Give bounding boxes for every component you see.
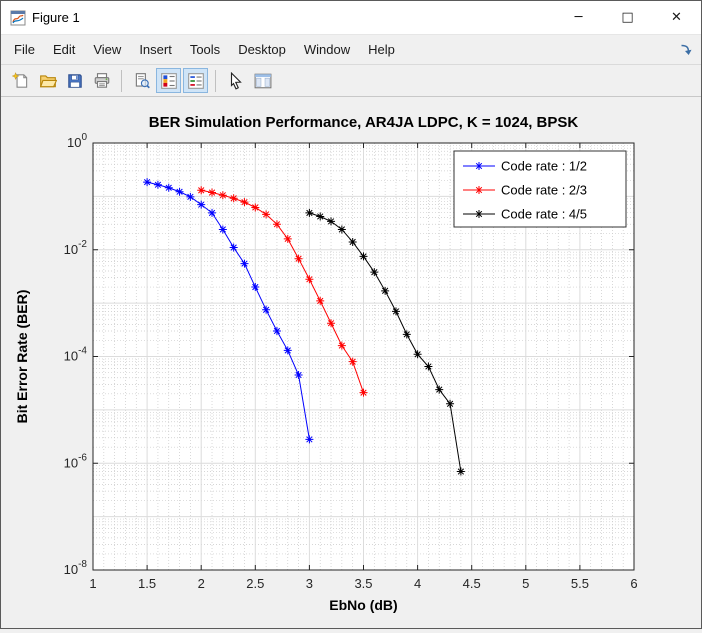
series-0 xyxy=(143,178,314,444)
menu-bar: File Edit View Insert Tools Desktop Wind… xyxy=(1,34,701,64)
legend-marker-2 xyxy=(475,210,483,218)
series-2 xyxy=(305,208,465,476)
dock-figure-icon[interactable] xyxy=(679,43,693,57)
new-figure-icon xyxy=(11,71,27,88)
edit-plot-button[interactable] xyxy=(223,68,248,93)
svg-text:3: 3 xyxy=(306,576,313,591)
series-2-markers xyxy=(305,208,465,476)
menu-file[interactable]: File xyxy=(5,35,44,64)
ber-chart: 1 1.5 2 2.5 3 3.5 4 4.5 5 5.5 6 100 10-2 10-4 10-6 10-8… xyxy=(14,114,638,613)
legend-label-2: Code rate : 4/5 xyxy=(501,207,587,222)
svg-text:5: 5 xyxy=(522,576,529,591)
legend-label-0: Code rate : 1/2 xyxy=(501,159,587,174)
x-axis-label: EbNo (dB) xyxy=(329,597,397,613)
caption-buttons: ─ □ ✕ xyxy=(554,1,701,34)
insert-colorbar-icon xyxy=(160,72,177,89)
save-figure-button[interactable] xyxy=(62,68,87,93)
print-preview-icon xyxy=(135,72,150,88)
svg-text:6: 6 xyxy=(630,576,637,591)
legend-marker-0 xyxy=(475,162,483,170)
svg-text:4: 4 xyxy=(414,576,421,591)
figure-toolbar xyxy=(1,64,701,97)
save-figure-icon xyxy=(67,73,82,88)
svg-text:5.5: 5.5 xyxy=(571,576,589,591)
maximize-button[interactable]: □ xyxy=(603,1,652,34)
edit-plot-icon xyxy=(230,71,242,90)
svg-text:1: 1 xyxy=(89,576,96,591)
title-bar: Figure 1 ─ □ ✕ xyxy=(1,1,701,34)
legend-label-1: Code rate : 2/3 xyxy=(501,183,587,198)
menu-desktop[interactable]: Desktop xyxy=(229,35,295,64)
plot-tools-button[interactable] xyxy=(250,68,275,93)
series-1 xyxy=(197,186,368,397)
minimize-button[interactable]: ─ xyxy=(554,1,603,34)
legend[interactable]: Code rate : 1/2 Code rate : 2/3 Code rate … xyxy=(453,150,627,228)
svg-text:4.5: 4.5 xyxy=(463,576,481,591)
print-figure-button[interactable] xyxy=(89,68,114,93)
svg-text:10-6: 10-6 xyxy=(64,452,88,470)
series-0-markers xyxy=(143,178,314,444)
print-preview-button[interactable] xyxy=(129,68,154,93)
menu-window[interactable]: Window xyxy=(295,35,359,64)
tick-marks xyxy=(92,142,635,571)
open-file-button[interactable] xyxy=(35,68,60,93)
window-title: Figure 1 xyxy=(32,10,80,25)
svg-text:10-2: 10-2 xyxy=(64,239,88,257)
insert-colorbar-button[interactable] xyxy=(156,68,181,93)
menu-tools[interactable]: Tools xyxy=(181,35,229,64)
toolbar-separator xyxy=(121,69,122,92)
y-axis-label: Bit Error Rate (BER) xyxy=(14,290,30,424)
toolbar-separator xyxy=(215,69,216,92)
menu-insert[interactable]: Insert xyxy=(130,35,181,64)
figure-canvas: 1 1.5 2 2.5 3 3.5 4 4.5 5 5.5 6 100 10-2 10-4 10-6 10-8… xyxy=(1,97,701,628)
svg-text:10-4: 10-4 xyxy=(64,346,88,364)
svg-text:3.5: 3.5 xyxy=(354,576,372,591)
close-button[interactable]: ✕ xyxy=(652,1,701,34)
print-figure-icon xyxy=(94,72,109,88)
figure-window-icon xyxy=(10,10,26,26)
menu-view[interactable]: View xyxy=(84,35,130,64)
chart-title: BER Simulation Performance, AR4JA LDPC, … xyxy=(149,114,579,131)
tick-labels: 1 1.5 2 2.5 3 3.5 4 4.5 5 5.5 6 100 10-2 10-4 10-6 10-8 xyxy=(64,132,638,591)
svg-text:1.5: 1.5 xyxy=(138,576,156,591)
menu-help[interactable]: Help xyxy=(359,35,404,64)
series-1-markers xyxy=(197,186,368,397)
insert-legend-icon xyxy=(187,72,204,89)
new-figure-button[interactable] xyxy=(8,68,33,93)
svg-text:10-8: 10-8 xyxy=(64,559,88,577)
svg-text:2.5: 2.5 xyxy=(246,576,264,591)
svg-text:100: 100 xyxy=(67,132,87,150)
open-file-icon xyxy=(39,74,57,87)
insert-legend-button[interactable] xyxy=(183,68,208,93)
svg-text:2: 2 xyxy=(198,576,205,591)
legend-marker-1 xyxy=(475,186,483,194)
menu-edit[interactable]: Edit xyxy=(44,35,84,64)
plot-tools-icon xyxy=(254,73,271,88)
